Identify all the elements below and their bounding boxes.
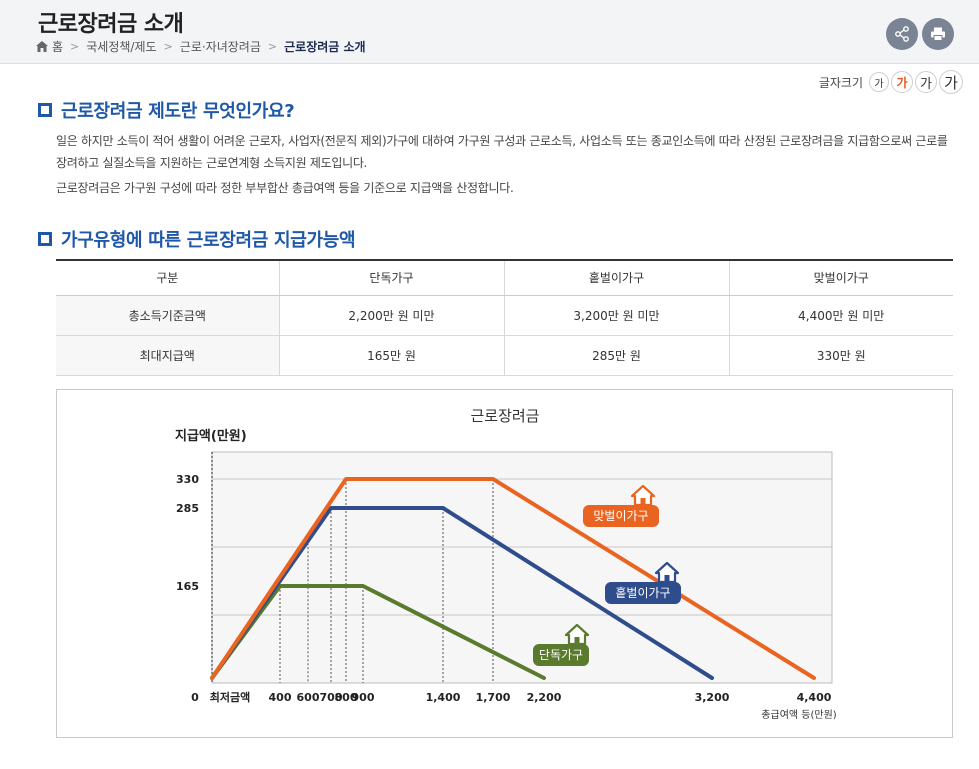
share-button[interactable] bbox=[886, 18, 918, 50]
x-tick-label: 600 bbox=[297, 691, 320, 704]
x-tick-label: 400 bbox=[269, 691, 292, 704]
x-axis-label: 총급여액 등(만원) bbox=[761, 709, 836, 721]
house-icon bbox=[654, 561, 680, 584]
amounts-table: 구분 단독가구 홑벌이가구 맞벌이가구 총소득기준금액 2,200만 원 미만 … bbox=[56, 259, 953, 376]
table-cell: 165만 원 bbox=[278, 335, 504, 376]
x-tick-label: 2,200 bbox=[527, 691, 562, 704]
plot-area bbox=[211, 451, 833, 684]
page-header: 근로장려금 소개 홈 > 국세정책/제도 > 근로·자녀장려금 > 근로장려금 … bbox=[0, 0, 979, 64]
font-size-xlarge-button[interactable]: 가 bbox=[939, 70, 963, 94]
chart-title: 근로장려금 bbox=[470, 407, 539, 425]
home-icon bbox=[36, 41, 48, 52]
y-tick-label: 330 bbox=[176, 473, 199, 486]
font-size-control: 글자크기 가 가 가 가 bbox=[819, 70, 963, 94]
x-tick-label: 800 bbox=[335, 691, 358, 704]
font-size-large-button[interactable]: 가 bbox=[915, 71, 937, 93]
table-cell: 3,200만 원 미만 bbox=[503, 295, 729, 336]
table-row: 최대지급액 165만 원 285만 원 330만 원 bbox=[56, 335, 953, 376]
table-cell: 2,200만 원 미만 bbox=[278, 295, 504, 336]
table-header: 단독가구 bbox=[278, 259, 504, 296]
x-tick-label: 3,200 bbox=[695, 691, 730, 704]
house-icon bbox=[564, 623, 590, 646]
series-tag-label: 맞벌이가구 bbox=[593, 509, 648, 523]
breadcrumb: 홈 > 국세정책/제도 > 근로·자녀장려금 > 근로장려금 소개 bbox=[36, 38, 366, 55]
x-tick-label: 4,400 bbox=[797, 691, 832, 704]
print-icon bbox=[931, 27, 945, 41]
section-title: 근로장려금 제도란 무엇인가요? bbox=[61, 101, 295, 122]
x-tick-label: 900 bbox=[352, 691, 375, 704]
section-heading-intro: 근로장려금 제도란 무엇인가요? bbox=[38, 97, 295, 123]
series-line-3 bbox=[210, 477, 816, 680]
y-tick-label: 165 bbox=[176, 580, 199, 593]
calc-paragraph: 근로장려금은 가구원 구성에 따라 정한 부부합산 총급여액 등을 기준으로 지… bbox=[56, 181, 514, 195]
intro-paragraph: 일은 하지만 소득이 적어 생활이 어려운 근로자, 사업자(전문직 제외)가구… bbox=[56, 134, 948, 170]
square-bullet-icon bbox=[38, 232, 52, 246]
font-size-label: 글자크기 bbox=[818, 75, 863, 90]
page-title: 근로장려금 소개 bbox=[38, 12, 184, 37]
y-axis-label: 지급액(만원) bbox=[175, 428, 247, 444]
breadcrumb-current: 근로장려금 소개 bbox=[284, 40, 366, 54]
x-origin-label: 최저금액 bbox=[210, 690, 250, 704]
square-bullet-icon bbox=[38, 103, 52, 117]
table-cell: 4,400만 원 미만 bbox=[728, 295, 953, 336]
house-icon bbox=[630, 484, 656, 507]
table-row: 총소득기준금액 2,200만 원 미만 3,200만 원 미만 4,400만 원… bbox=[56, 295, 953, 336]
share-icon bbox=[895, 26, 909, 42]
y-tick-label: 285 bbox=[176, 502, 199, 515]
breadcrumb-tax-policy[interactable]: 국세정책/제도 bbox=[86, 40, 157, 54]
chevron-right-icon: > bbox=[70, 40, 80, 53]
table-cell: 총소득기준금액 bbox=[56, 295, 279, 336]
print-button[interactable] bbox=[922, 18, 954, 50]
series-tag-3 bbox=[583, 505, 659, 527]
table-cell: 285만 원 bbox=[503, 335, 729, 376]
section-heading-amounts: 가구유형에 따른 근로장려금 지급가능액 bbox=[38, 226, 356, 252]
x-tick-label: 700 bbox=[320, 691, 343, 704]
table-header: 구분 bbox=[56, 259, 279, 296]
font-size-small-button[interactable]: 가 bbox=[869, 72, 889, 92]
series-tag-label: 단독가구 bbox=[539, 648, 583, 662]
chevron-right-icon: > bbox=[267, 40, 278, 53]
series-tag-1 bbox=[533, 644, 589, 666]
table-header: 맞벌이가구 bbox=[728, 259, 953, 296]
font-size-normal-button[interactable]: 가 bbox=[891, 71, 913, 93]
table-header: 홑벌이가구 bbox=[503, 259, 729, 296]
house-icon-door bbox=[574, 637, 580, 644]
breadcrumb-home[interactable]: 홈 bbox=[52, 40, 64, 54]
x-tick-label: 0 bbox=[191, 691, 199, 704]
house-icon-door bbox=[664, 575, 670, 582]
house-icon-door bbox=[640, 498, 646, 505]
breadcrumb-incentive[interactable]: 근로·자녀장려금 bbox=[179, 40, 261, 54]
x-tick-label: 1,700 bbox=[476, 691, 511, 704]
series-tag-2 bbox=[605, 582, 681, 604]
series-tag-label: 홑벌이가구 bbox=[615, 586, 670, 600]
table-cell: 330만 원 bbox=[728, 335, 953, 376]
section-title: 가구유형에 따른 근로장려금 지급가능액 bbox=[61, 230, 356, 251]
table-cell: 최대지급액 bbox=[56, 335, 279, 376]
chevron-right-icon: > bbox=[163, 40, 173, 53]
x-tick-label: 1,400 bbox=[426, 691, 461, 704]
